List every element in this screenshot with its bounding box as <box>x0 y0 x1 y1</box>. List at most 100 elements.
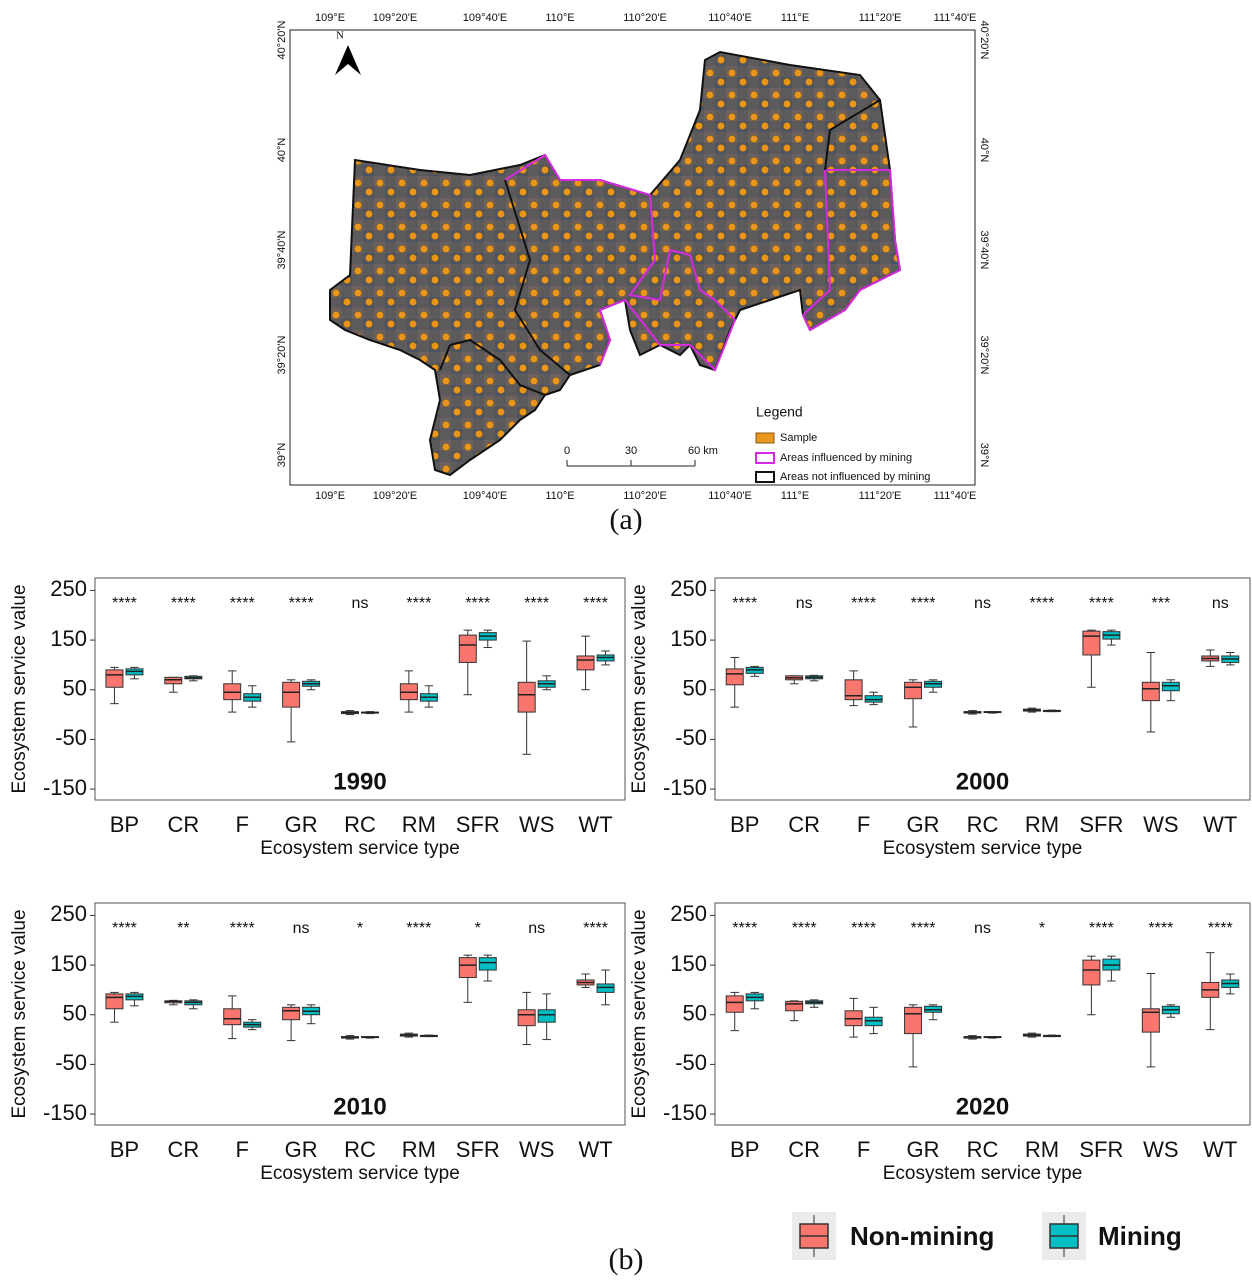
box-body <box>1082 959 1101 986</box>
box-body <box>478 957 497 971</box>
lat-label: 39°40'N <box>276 230 288 269</box>
significance-label: ns <box>352 595 369 612</box>
lon-label: 109°20'E <box>373 490 417 502</box>
box-body <box>576 655 595 671</box>
significance-label: **** <box>406 920 431 937</box>
x-tick-label: WT <box>578 812 612 837</box>
scale-label: 60 km <box>688 445 718 457</box>
box-body <box>105 993 124 1010</box>
box: Non-mining <box>282 679 301 743</box>
x-tick-label: SFR <box>1079 812 1123 837</box>
x-tick-label: F <box>235 812 248 837</box>
box: Mining <box>537 993 556 1041</box>
box-body <box>223 1008 242 1026</box>
scale-label: 0 <box>564 445 570 457</box>
y-tick-label: 250 <box>50 901 87 926</box>
box: Non-mining <box>517 640 536 755</box>
x-tick-label: RM <box>1025 812 1059 837</box>
x-tick-label: BP <box>110 812 139 837</box>
x-tick-label: WT <box>1203 1137 1237 1162</box>
box-panel: -150-5050150250BP****Non-miningMiningCR*… <box>629 901 1251 1184</box>
panel-year: 2000 <box>956 768 1009 795</box>
y-tick-label: 250 <box>670 576 707 601</box>
x-tick-label: BP <box>110 1137 139 1162</box>
box: Mining <box>419 1034 438 1038</box>
box: Mining <box>805 674 824 682</box>
x-tick-label: F <box>235 1137 248 1162</box>
box: Mining <box>478 629 497 649</box>
x-tick-label: SFR <box>1079 1137 1123 1162</box>
y-axis-title: Ecosystem service value <box>629 909 650 1118</box>
y-tick-label: 250 <box>50 576 87 601</box>
significance-label: ** <box>177 920 189 937</box>
x-tick-label: RM <box>402 1137 436 1162</box>
box: Non-mining <box>1201 649 1220 667</box>
lat-label: 40°20'N <box>978 21 990 60</box>
y-tick-label: -50 <box>675 725 707 750</box>
box: Non-mining <box>576 635 595 691</box>
box: Non-mining <box>1141 651 1160 733</box>
box: Non-mining <box>844 997 863 1038</box>
box-body <box>844 679 863 701</box>
north-label: N <box>336 30 344 42</box>
lon-label: 111°40'E <box>934 12 977 24</box>
x-tick-label: RC <box>967 1137 999 1162</box>
box: Non-mining <box>282 1004 301 1042</box>
box-body <box>725 668 744 686</box>
box: Non-mining <box>223 995 242 1040</box>
significance-label: **** <box>911 920 936 937</box>
north-arrow <box>335 45 361 75</box>
legend-swatch <box>755 452 775 464</box>
y-axis-title: Ecosystem service value <box>9 909 30 1118</box>
box-body <box>904 1006 923 1035</box>
y-tick-label: -150 <box>663 775 707 800</box>
lon-label: 110°40'E <box>708 490 752 502</box>
significance-label: **** <box>851 595 876 612</box>
lat-label: 40°20'N <box>276 20 288 59</box>
x-tick-label: WS <box>1143 1137 1178 1162</box>
y-tick-label: 250 <box>670 901 707 926</box>
box: Non-mining <box>105 666 124 705</box>
mining-boundary <box>504 153 902 372</box>
box: Mining <box>596 650 615 666</box>
box-body <box>458 634 477 663</box>
box: Mining <box>1042 709 1061 713</box>
x-tick-label: WS <box>1143 812 1178 837</box>
lon-label: 111°E <box>781 490 809 502</box>
box: Non-mining <box>341 1035 359 1040</box>
x-tick-label: SFR <box>456 812 500 837</box>
plot-frame <box>714 577 1251 801</box>
significance-label: **** <box>1089 920 1114 937</box>
box-body <box>105 669 124 688</box>
significance-label: **** <box>112 920 137 937</box>
box: Non-mining <box>458 954 477 1003</box>
significance-label: **** <box>171 595 196 612</box>
significance-label: **** <box>406 595 431 612</box>
lon-label: 111°20'E <box>859 490 902 502</box>
lon-label: 111°E <box>781 12 809 24</box>
non-mining-boundary <box>439 99 881 396</box>
box: Mining <box>1102 629 1121 646</box>
box: Mining <box>361 711 379 715</box>
box-body <box>904 681 923 700</box>
box: Non-mining <box>576 973 595 988</box>
x-tick-label: WS <box>519 1137 554 1162</box>
significance-label: * <box>475 920 481 937</box>
map-legend-item: Areas not influenced by mining <box>780 471 930 483</box>
x-tick-label: RM <box>402 812 436 837</box>
box: Non-mining <box>963 1035 982 1040</box>
box: Non-mining <box>963 710 982 715</box>
box: Mining <box>537 675 556 691</box>
x-tick-label: CR <box>788 812 820 837</box>
x-tick-label: F <box>857 1137 870 1162</box>
box: Mining <box>1161 1004 1180 1018</box>
lat-label: 39°20'N <box>276 335 288 374</box>
significance-label: * <box>1039 920 1045 937</box>
box: Non-mining <box>1141 973 1160 1068</box>
significance-label: **** <box>911 595 936 612</box>
box: Non-mining <box>785 675 804 685</box>
significance-label: **** <box>465 595 490 612</box>
lat-label: 39°N <box>978 443 990 468</box>
box: Mining <box>243 685 262 708</box>
lat-label: 39°20'N <box>978 336 990 375</box>
